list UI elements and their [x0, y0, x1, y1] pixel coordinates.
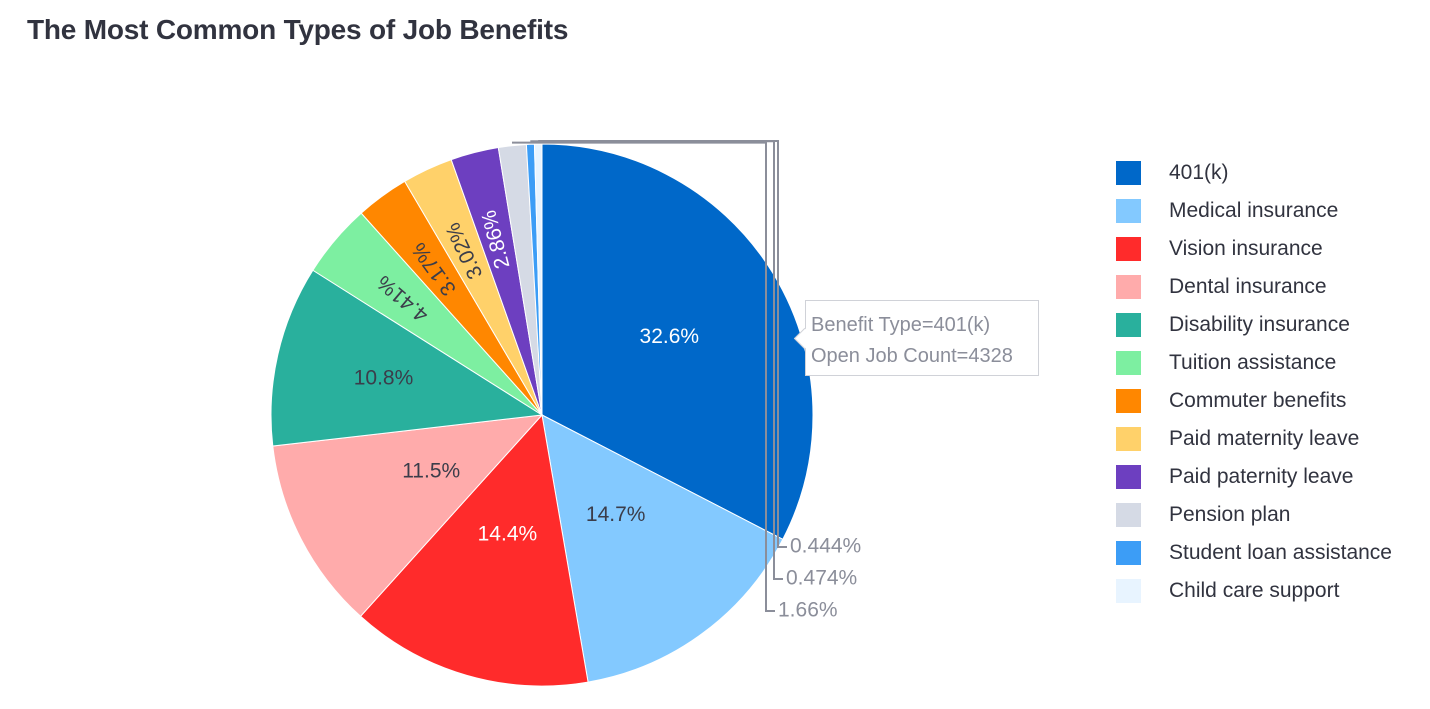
legend-item-dental-insurance[interactable]: Dental insurance: [1116, 274, 1426, 300]
legend-swatch: [1116, 427, 1141, 451]
pie-slice-child-care-support[interactable]: [533, 143, 543, 416]
legend-label: Vision insurance: [1169, 237, 1323, 260]
legend-swatch: [1116, 503, 1141, 527]
legend-label: 401(k): [1169, 161, 1229, 184]
hover-tooltip: Benefit Type=401(k) Open Job Count=4328: [793, 300, 1039, 376]
legend-label: Student loan assistance: [1169, 541, 1392, 564]
leader-line-child-care-support: [538, 140, 787, 548]
legend-swatch: [1116, 199, 1141, 223]
legend-swatch: [1116, 541, 1141, 565]
legend-label: Child care support: [1169, 579, 1340, 602]
pie-slice-vision-insurance[interactable]: [359, 413, 589, 687]
legend-swatch: [1116, 161, 1141, 185]
legend-item-commuter-benefits[interactable]: Commuter benefits: [1116, 388, 1426, 414]
legend-swatch: [1116, 579, 1141, 603]
slice-label-dental-insurance: 11.5%: [402, 460, 460, 483]
legend-swatch: [1116, 351, 1141, 375]
legend-swatch: [1116, 389, 1141, 413]
slice-label-401-k: 32.6%: [640, 325, 700, 348]
legend-label: Pension plan: [1169, 503, 1291, 526]
legend-label: Paid maternity leave: [1169, 427, 1360, 450]
slice-label-student-loan-assistance: 0.474%: [786, 567, 857, 590]
legend-item-student-loan-assistance[interactable]: Student loan assistance: [1116, 540, 1426, 566]
legend-label: Paid paternity leave: [1169, 465, 1354, 488]
legend-item-vision-insurance[interactable]: Vision insurance: [1116, 236, 1426, 262]
chart-title: The Most Common Types of Job Benefits: [27, 14, 569, 45]
legend-swatch: [1116, 237, 1141, 261]
slice-label-child-care-support: 0.444%: [790, 535, 861, 558]
leader-line-pension-plan: [512, 141, 775, 612]
legend-swatch: [1116, 275, 1141, 299]
tooltip-benefit-type: Benefit Type=401(k): [811, 314, 991, 336]
tooltip-open-job-count: Open Job Count=4328: [811, 345, 1013, 367]
slice-label-disability-insurance: 10.8%: [354, 366, 414, 389]
pie-slice-disability-insurance[interactable]: [270, 269, 544, 447]
legend-item-pension-plan[interactable]: Pension plan: [1116, 502, 1426, 528]
legend-label: Disability insurance: [1169, 313, 1350, 336]
pie-slice-medical-insurance[interactable]: [541, 414, 784, 683]
legend-item-paid-maternity-leave[interactable]: Paid maternity leave: [1116, 426, 1426, 452]
legend-label: Commuter benefits: [1169, 389, 1347, 412]
legend-label: Tuition assistance: [1169, 351, 1337, 374]
legend-item-child-care-support[interactable]: Child care support: [1116, 578, 1426, 604]
pie-slice-dental-insurance[interactable]: [272, 414, 544, 617]
slice-label-medical-insurance: 14.7%: [586, 503, 646, 526]
legend-swatch: [1116, 465, 1141, 489]
slice-label-vision-insurance: 14.4%: [478, 522, 538, 545]
legend-item-paid-paternity-leave[interactable]: Paid paternity leave: [1116, 464, 1426, 490]
slice-label-pension-plan: 1.66%: [778, 599, 838, 622]
legend-item-401-k[interactable]: 401(k): [1116, 160, 1426, 186]
legend-label: Medical insurance: [1169, 199, 1339, 222]
legend-item-medical-insurance[interactable]: Medical insurance: [1116, 198, 1426, 224]
legend-label: Dental insurance: [1169, 275, 1327, 298]
legend-item-tuition-assistance[interactable]: Tuition assistance: [1116, 350, 1426, 376]
legend-swatch: [1116, 313, 1141, 337]
legend-item-disability-insurance[interactable]: Disability insurance: [1116, 312, 1426, 338]
